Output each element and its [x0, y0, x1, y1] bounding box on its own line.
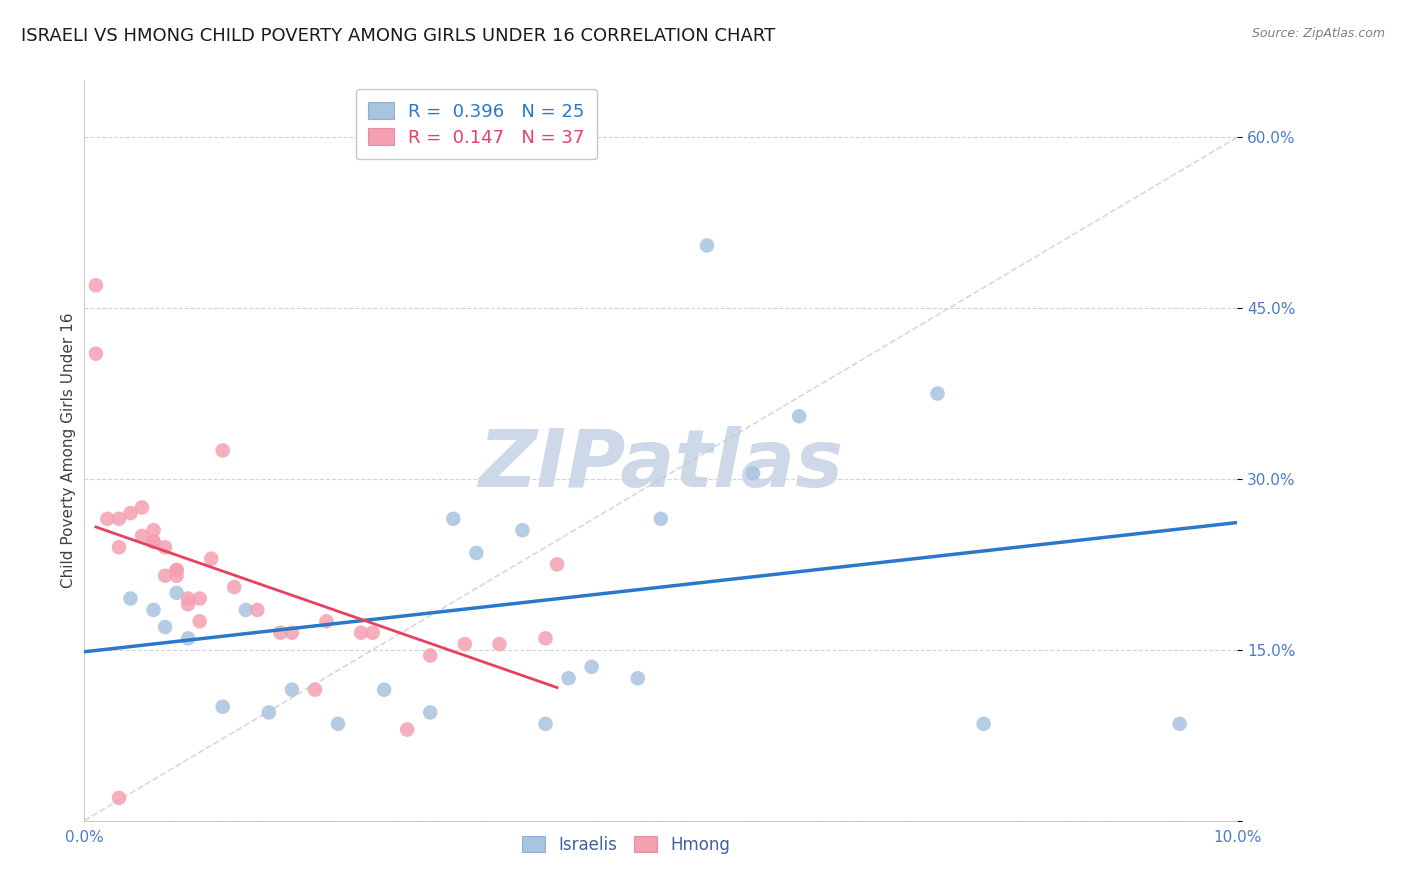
Point	[546, 558, 568, 572]
Point	[108, 541, 131, 555]
Legend: Israelis, Hmong: Israelis, Hmong	[515, 829, 737, 861]
Point	[153, 568, 176, 582]
Point	[166, 568, 188, 582]
Point	[153, 620, 176, 634]
Point	[84, 346, 107, 360]
Point	[650, 512, 672, 526]
Y-axis label: Child Poverty Among Girls Under 16: Child Poverty Among Girls Under 16	[60, 313, 76, 588]
Point	[350, 625, 373, 640]
Point	[441, 512, 464, 526]
Point	[488, 637, 510, 651]
Point	[257, 706, 280, 720]
Point	[166, 586, 188, 600]
Text: ZIPatlas: ZIPatlas	[478, 426, 844, 504]
Point	[627, 671, 650, 685]
Point	[281, 625, 304, 640]
Point	[419, 648, 441, 663]
Point	[534, 716, 557, 731]
Point	[235, 603, 257, 617]
Point	[281, 682, 304, 697]
Point	[512, 523, 534, 537]
Point	[177, 632, 200, 646]
Point	[581, 660, 603, 674]
Point	[177, 597, 200, 611]
Point	[142, 534, 165, 549]
Point	[108, 790, 131, 805]
Point	[211, 699, 233, 714]
Point	[177, 591, 200, 606]
Point	[120, 591, 142, 606]
Point	[465, 546, 488, 560]
Point	[142, 523, 165, 537]
Point	[304, 682, 326, 697]
Point	[166, 563, 188, 577]
Point	[557, 671, 579, 685]
Point	[108, 512, 131, 526]
Text: Source: ZipAtlas.com: Source: ZipAtlas.com	[1251, 27, 1385, 40]
Point	[787, 409, 810, 424]
Point	[131, 529, 153, 543]
Point	[246, 603, 269, 617]
Point	[269, 625, 291, 640]
Point	[211, 443, 233, 458]
Point	[696, 238, 718, 252]
Point	[131, 500, 153, 515]
Point	[120, 506, 142, 520]
Point	[454, 637, 477, 651]
Point	[1168, 716, 1191, 731]
Point	[200, 551, 222, 566]
Point	[166, 563, 188, 577]
Point	[84, 278, 107, 293]
Point	[373, 682, 395, 697]
Text: ISRAELI VS HMONG CHILD POVERTY AMONG GIRLS UNDER 16 CORRELATION CHART: ISRAELI VS HMONG CHILD POVERTY AMONG GIR…	[21, 27, 775, 45]
Point	[224, 580, 246, 594]
Point	[188, 615, 211, 629]
Point	[419, 706, 441, 720]
Point	[361, 625, 384, 640]
Point	[142, 534, 165, 549]
Point	[315, 615, 337, 629]
Point	[142, 603, 165, 617]
Point	[927, 386, 949, 401]
Point	[534, 632, 557, 646]
Point	[396, 723, 419, 737]
Point	[742, 467, 765, 481]
Point	[973, 716, 995, 731]
Point	[188, 591, 211, 606]
Point	[96, 512, 118, 526]
Point	[326, 716, 349, 731]
Point	[153, 541, 176, 555]
